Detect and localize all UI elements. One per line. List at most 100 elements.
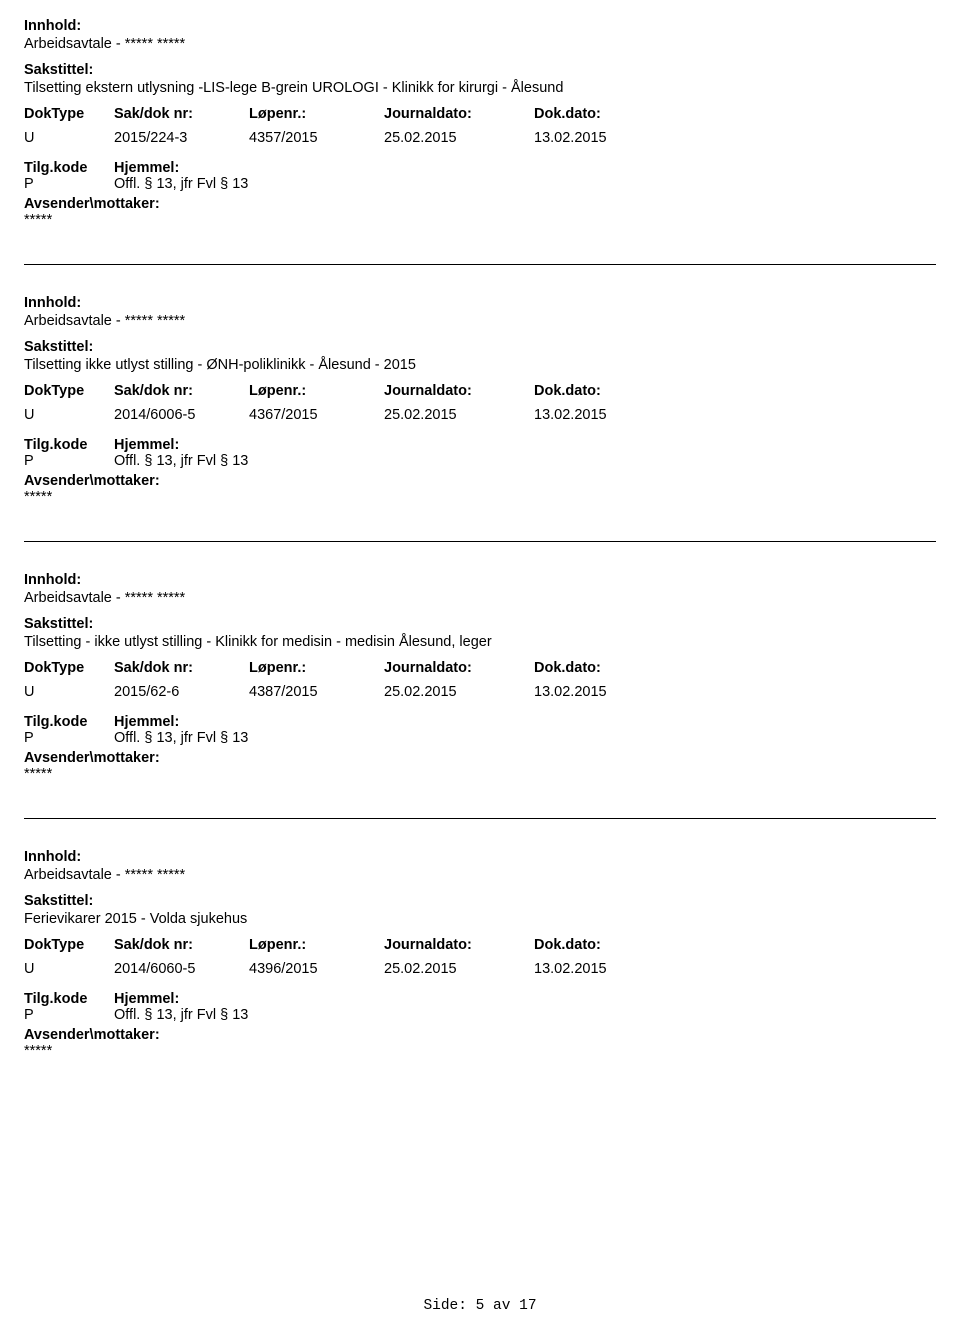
journaldato-header: Journaldato: — [384, 937, 534, 953]
hjemmel-value: Offl. § 13, jfr Fvl § 13 — [114, 1007, 248, 1023]
sakstittel-value: Tilsetting ekstern utlysning -LIS-lege B… — [24, 80, 936, 96]
tilg-row: Tilg.kodeHjemmel: — [24, 160, 936, 176]
journaldato-value: 25.02.2015 — [384, 961, 534, 977]
tilgkode-value: P — [24, 453, 114, 469]
avsender-label: Avsender\mottaker: — [24, 473, 936, 489]
column-headers: DokType Sak/dok nr: Løpenr.: Journaldato… — [24, 660, 936, 676]
hjemmel-value: Offl. § 13, jfr Fvl § 13 — [114, 176, 248, 192]
journaldato-header: Journaldato: — [384, 660, 534, 676]
doktype-value: U — [24, 130, 114, 146]
doktype-value: U — [24, 407, 114, 423]
tilg-row: Tilg.kodeHjemmel: — [24, 991, 936, 1007]
dokdato-header: Dok.dato: — [534, 106, 684, 122]
journal-entry: Innhold: Arbeidsavtale - ***** ***** Sak… — [24, 849, 936, 1095]
avsender-label: Avsender\mottaker: — [24, 750, 936, 766]
tilgkode-header: Tilg.kode — [24, 991, 114, 1007]
sakstittel-label: Sakstittel: — [24, 893, 936, 909]
lopenr-value: 4367/2015 — [249, 407, 384, 423]
dokdato-header: Dok.dato: — [534, 937, 684, 953]
column-headers: DokType Sak/dok nr: Løpenr.: Journaldato… — [24, 937, 936, 953]
journaldato-value: 25.02.2015 — [384, 130, 534, 146]
journal-entry: Innhold: Arbeidsavtale - ***** ***** Sak… — [24, 295, 936, 542]
column-headers: DokType Sak/dok nr: Løpenr.: Journaldato… — [24, 106, 936, 122]
journal-entry: Innhold: Arbeidsavtale - ***** ***** Sak… — [24, 18, 936, 265]
sakstittel-value: Ferievikarer 2015 - Volda sjukehus — [24, 911, 936, 927]
data-row: U 2015/224-3 4357/2015 25.02.2015 13.02.… — [24, 130, 936, 146]
tilg-values: POffl. § 13, jfr Fvl § 13 — [24, 1007, 936, 1023]
doktype-value: U — [24, 961, 114, 977]
innhold-value: Arbeidsavtale - ***** ***** — [24, 867, 936, 883]
dokdato-header: Dok.dato: — [534, 660, 684, 676]
sakdok-value: 2015/62-6 — [114, 684, 249, 700]
innhold-label: Innhold: — [24, 295, 936, 311]
dokdato-value: 13.02.2015 — [534, 130, 684, 146]
page-number: Side: 5 av 17 — [423, 1298, 536, 1314]
doktype-value: U — [24, 684, 114, 700]
lopenr-value: 4387/2015 — [249, 684, 384, 700]
sakstittel-value: Tilsetting ikke utlyst stilling - ØNH-po… — [24, 357, 936, 373]
avsender-label: Avsender\mottaker: — [24, 1027, 936, 1043]
tilg-row: Tilg.kodeHjemmel: — [24, 437, 936, 453]
hjemmel-header: Hjemmel: — [114, 991, 179, 1007]
sakdok-value: 2015/224-3 — [114, 130, 249, 146]
lopenr-header: Løpenr.: — [249, 660, 384, 676]
lopenr-header: Løpenr.: — [249, 937, 384, 953]
data-row: U 2014/6006-5 4367/2015 25.02.2015 13.02… — [24, 407, 936, 423]
innhold-value: Arbeidsavtale - ***** ***** — [24, 36, 936, 52]
sakdok-header: Sak/dok nr: — [114, 106, 249, 122]
dokdato-value: 13.02.2015 — [534, 407, 684, 423]
sakstittel-label: Sakstittel: — [24, 62, 936, 78]
avsender-label: Avsender\mottaker: — [24, 196, 936, 212]
tilg-values: POffl. § 13, jfr Fvl § 13 — [24, 730, 936, 746]
hjemmel-header: Hjemmel: — [114, 714, 179, 730]
tilg-values: POffl. § 13, jfr Fvl § 13 — [24, 453, 936, 469]
page-footer: Side: 5 av 17 — [0, 1298, 960, 1314]
lopenr-value: 4396/2015 — [249, 961, 384, 977]
journal-entry: Innhold: Arbeidsavtale - ***** ***** Sak… — [24, 572, 936, 819]
data-row: U 2014/6060-5 4396/2015 25.02.2015 13.02… — [24, 961, 936, 977]
innhold-value: Arbeidsavtale - ***** ***** — [24, 313, 936, 329]
hjemmel-value: Offl. § 13, jfr Fvl § 13 — [114, 453, 248, 469]
hjemmel-value: Offl. § 13, jfr Fvl § 13 — [114, 730, 248, 746]
lopenr-header: Løpenr.: — [249, 383, 384, 399]
innhold-value: Arbeidsavtale - ***** ***** — [24, 590, 936, 606]
avsender-value: ***** — [24, 766, 936, 782]
lopenr-value: 4357/2015 — [249, 130, 384, 146]
dokdato-value: 13.02.2015 — [534, 961, 684, 977]
data-row: U 2015/62-6 4387/2015 25.02.2015 13.02.2… — [24, 684, 936, 700]
doktype-header: DokType — [24, 106, 114, 122]
sakdok-value: 2014/6006-5 — [114, 407, 249, 423]
tilg-values: POffl. § 13, jfr Fvl § 13 — [24, 176, 936, 192]
sakdok-value: 2014/6060-5 — [114, 961, 249, 977]
sakstittel-label: Sakstittel: — [24, 339, 936, 355]
entries-list: Innhold: Arbeidsavtale - ***** ***** Sak… — [24, 18, 936, 1095]
tilgkode-header: Tilg.kode — [24, 160, 114, 176]
journaldato-value: 25.02.2015 — [384, 684, 534, 700]
tilgkode-value: P — [24, 1007, 114, 1023]
tilgkode-header: Tilg.kode — [24, 714, 114, 730]
lopenr-header: Løpenr.: — [249, 106, 384, 122]
journaldato-value: 25.02.2015 — [384, 407, 534, 423]
avsender-value: ***** — [24, 212, 936, 228]
dokdato-header: Dok.dato: — [534, 383, 684, 399]
avsender-value: ***** — [24, 1043, 936, 1059]
innhold-label: Innhold: — [24, 18, 936, 34]
sakstittel-value: Tilsetting - ikke utlyst stilling - Klin… — [24, 634, 936, 650]
tilg-row: Tilg.kodeHjemmel: — [24, 714, 936, 730]
hjemmel-header: Hjemmel: — [114, 160, 179, 176]
innhold-label: Innhold: — [24, 572, 936, 588]
hjemmel-header: Hjemmel: — [114, 437, 179, 453]
sakdok-header: Sak/dok nr: — [114, 383, 249, 399]
sakdok-header: Sak/dok nr: — [114, 660, 249, 676]
sakdok-header: Sak/dok nr: — [114, 937, 249, 953]
doktype-header: DokType — [24, 383, 114, 399]
tilgkode-value: P — [24, 176, 114, 192]
doktype-header: DokType — [24, 660, 114, 676]
doktype-header: DokType — [24, 937, 114, 953]
tilgkode-header: Tilg.kode — [24, 437, 114, 453]
column-headers: DokType Sak/dok nr: Løpenr.: Journaldato… — [24, 383, 936, 399]
journaldato-header: Journaldato: — [384, 383, 534, 399]
journaldato-header: Journaldato: — [384, 106, 534, 122]
tilgkode-value: P — [24, 730, 114, 746]
sakstittel-label: Sakstittel: — [24, 616, 936, 632]
